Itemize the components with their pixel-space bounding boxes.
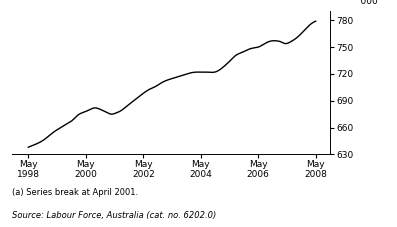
Text: (a) Series break at April 2001.: (a) Series break at April 2001.	[12, 188, 138, 197]
Text: '000: '000	[358, 0, 378, 6]
Text: Source: Labour Force, Australia (cat. no. 6202.0): Source: Labour Force, Australia (cat. no…	[12, 211, 216, 220]
